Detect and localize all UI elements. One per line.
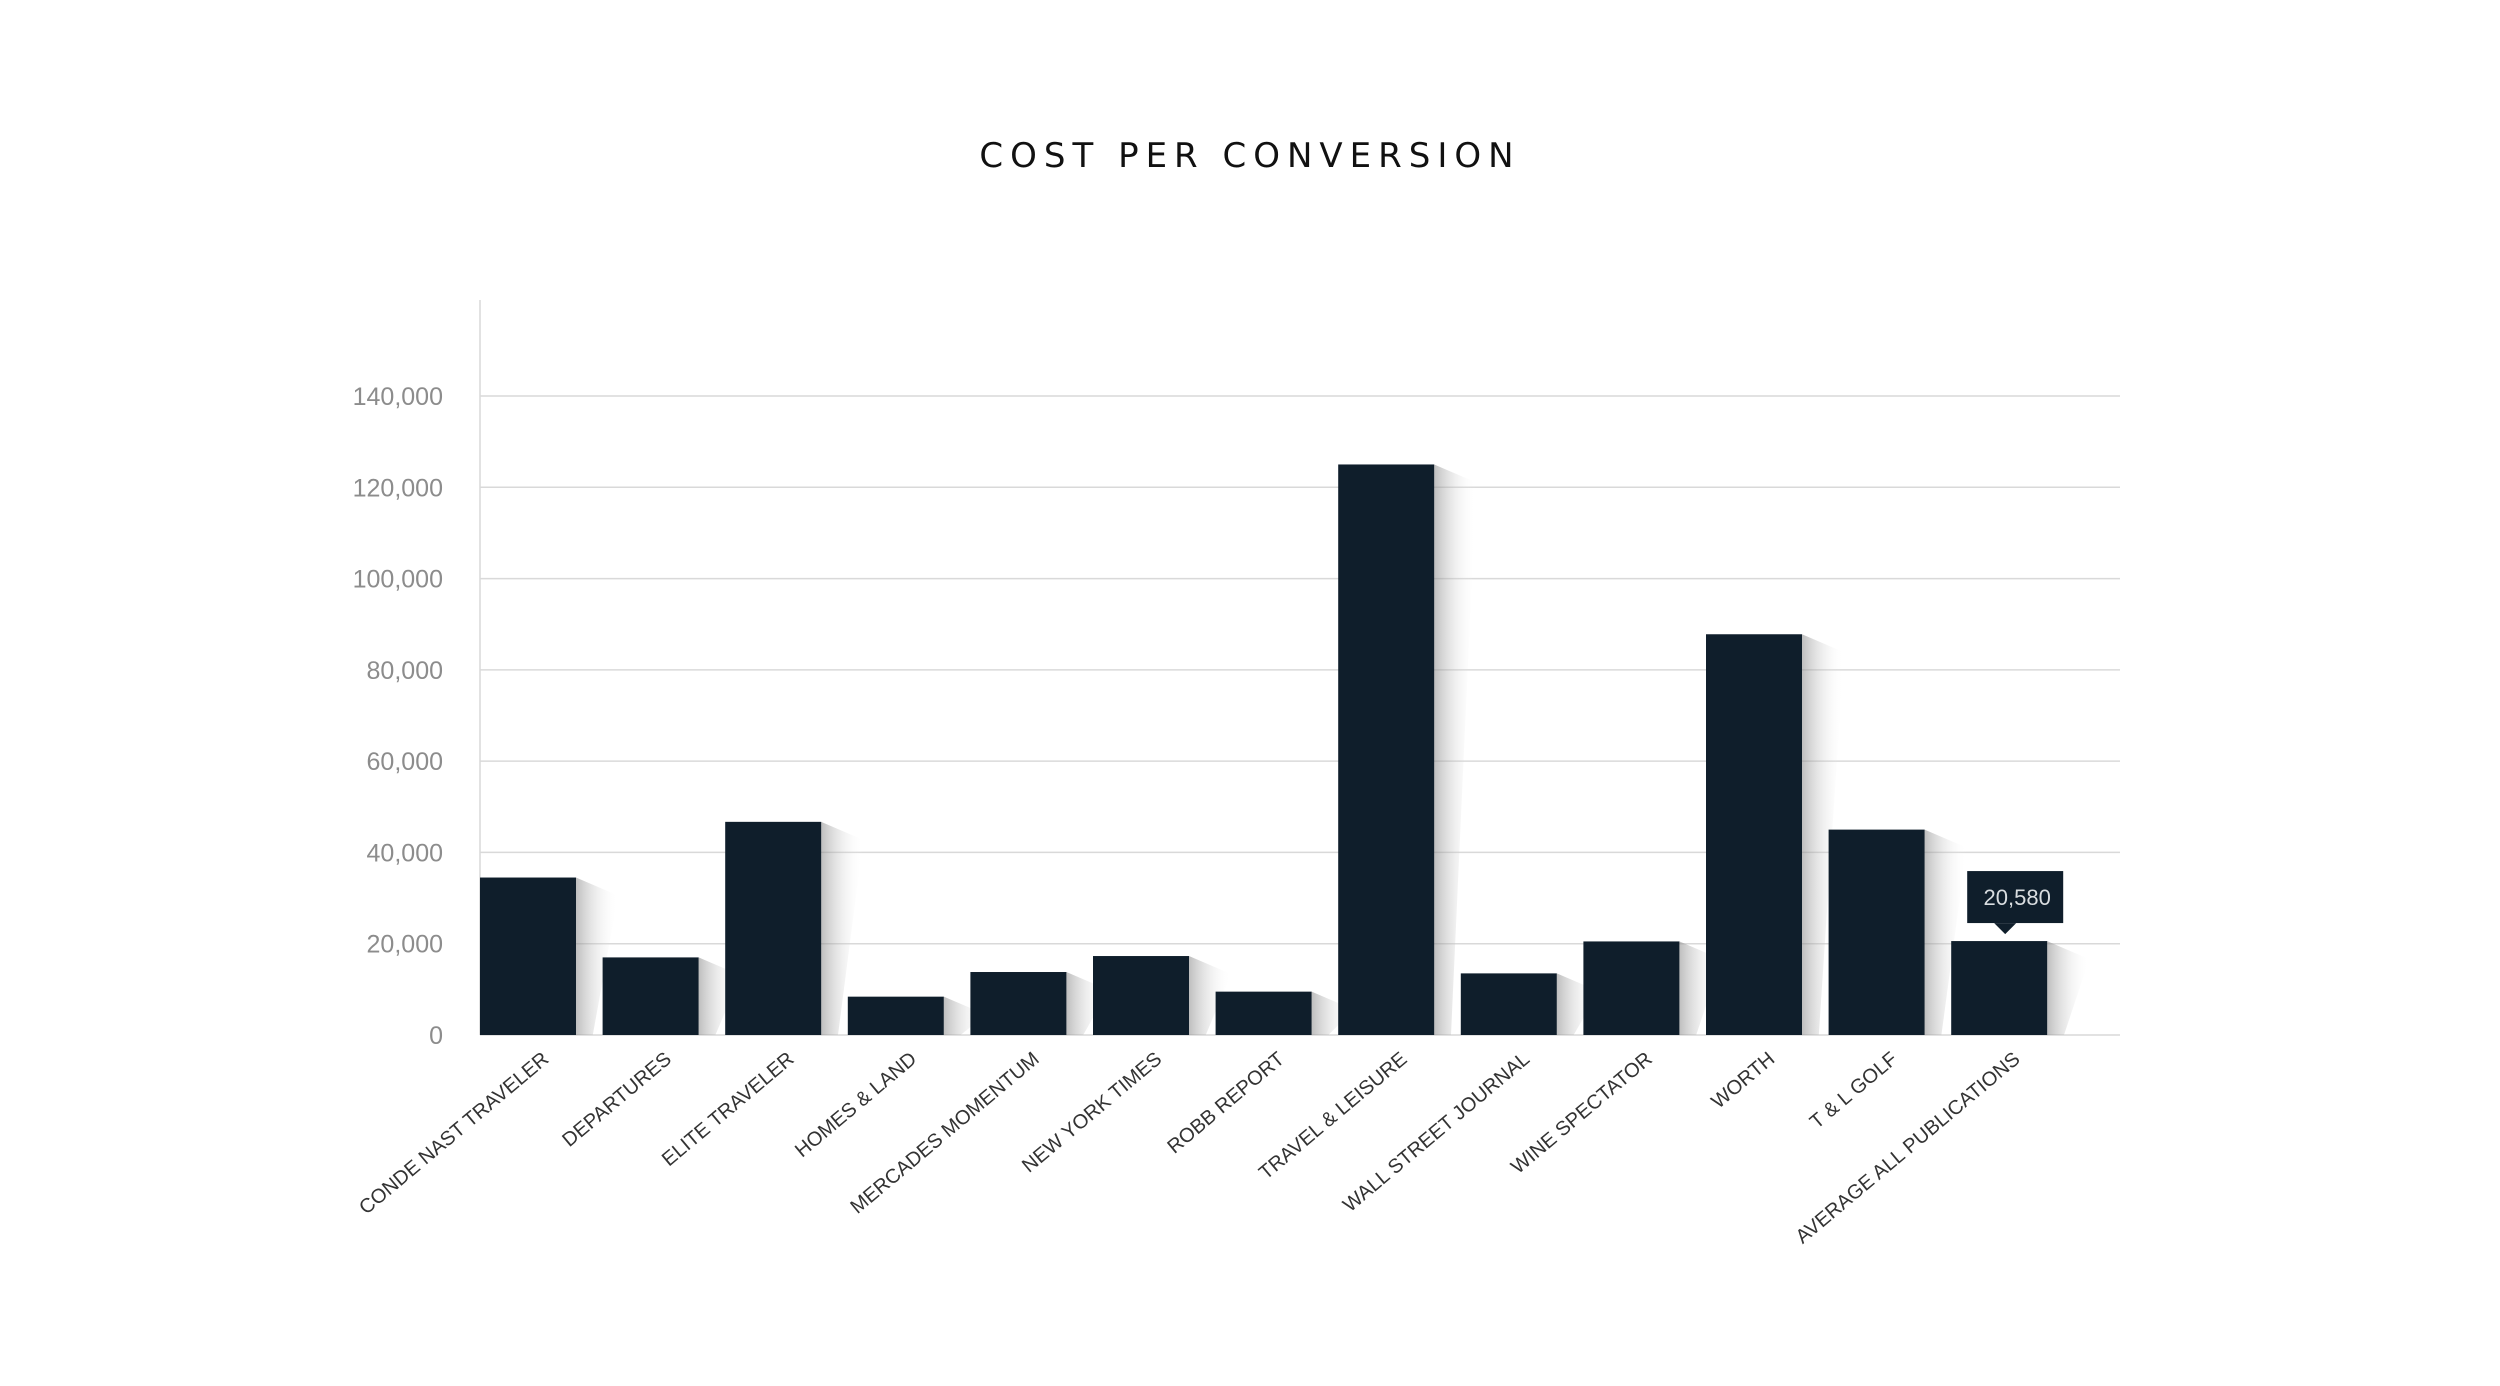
bar-shadow — [576, 877, 618, 1035]
x-tick-label: WORTH — [1707, 1048, 1779, 1113]
bar — [1706, 634, 1802, 1035]
bar-shadow — [1311, 991, 1354, 1035]
value-tooltip — [1967, 871, 2064, 924]
bar-shadow — [1434, 464, 1477, 1035]
bar-shadow — [2047, 941, 2090, 1035]
bar — [602, 957, 699, 1035]
bar — [1828, 829, 1925, 1035]
bar — [1093, 956, 1189, 1035]
chart-title: COST PER CONVERSION — [979, 136, 1521, 176]
x-tick-label: CONDE NAST TRAVELER — [355, 1048, 553, 1219]
x-tick-label: DEPARTURES — [558, 1048, 675, 1152]
bar — [1338, 464, 1435, 1035]
x-tick-label: HOMES & LAND — [791, 1048, 921, 1162]
bar — [1583, 941, 1680, 1035]
y-tick-label: 140,000 — [353, 383, 443, 411]
bar — [847, 996, 944, 1035]
x-tick-label: T & L GOLF — [1806, 1048, 1902, 1133]
y-tick-label: 40,000 — [367, 839, 443, 867]
x-tick-label: AVERAGE ALL PUBLICATIONS — [1792, 1048, 2025, 1248]
bar — [1460, 973, 1557, 1035]
bar — [1215, 991, 1312, 1035]
bar-shadow — [1189, 956, 1231, 1035]
x-tick-label: ELITE TRAVELER — [658, 1048, 798, 1171]
annotations: 20,580 — [1967, 871, 2064, 935]
bar — [480, 877, 576, 1035]
bars — [480, 464, 2048, 1035]
bar-shadow — [1802, 634, 1844, 1035]
bar-shadow — [943, 996, 986, 1035]
y-tick-label: 0 — [429, 1022, 443, 1050]
bar — [1951, 941, 2048, 1035]
y-tick-label: 120,000 — [353, 474, 443, 502]
bar — [725, 821, 822, 1035]
bar-shadow — [1924, 829, 1967, 1035]
bar — [970, 972, 1067, 1035]
y-tick-label: 100,000 — [353, 566, 443, 594]
tooltip-pointer — [1994, 923, 2017, 935]
tooltip-value-label: 20,580 — [1984, 885, 2051, 910]
bar-shadow — [821, 821, 864, 1035]
y-tick-label: 80,000 — [367, 657, 443, 685]
y-tick-label: 60,000 — [367, 748, 443, 776]
y-tick-label: 20,000 — [367, 931, 443, 959]
x-tick-label: ROBB REPORT — [1163, 1048, 1288, 1158]
